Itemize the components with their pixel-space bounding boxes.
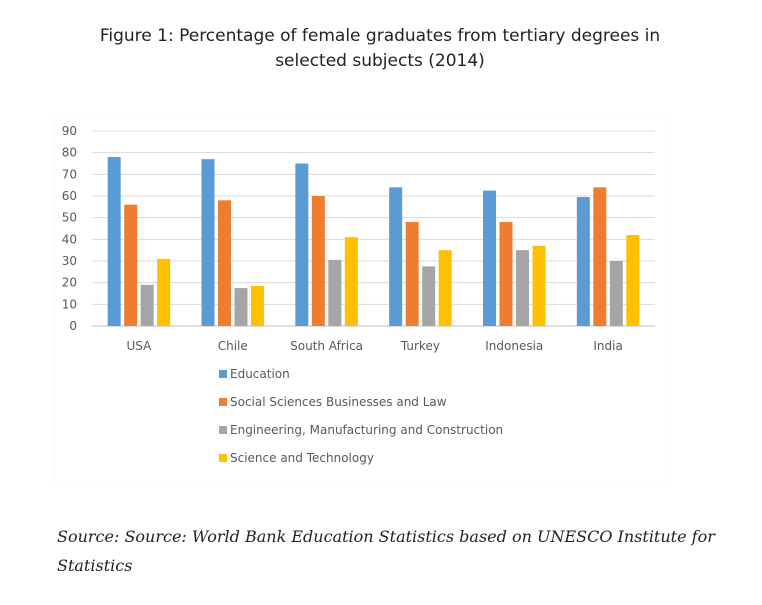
bar-engineering-manufacturing-and-construction-usa — [140, 284, 154, 326]
chart-title: Figure 1: Percentage of female graduates… — [60, 24, 700, 74]
legend-label: Social Sciences Businesses and Law — [230, 395, 447, 409]
chart-area: 0 10 20 30 40 50 60 70 80 90 USA Chile South Africa T… — [55, 113, 666, 483]
legend-swatch — [219, 454, 227, 462]
bar-education-south-africa — [295, 163, 309, 326]
legend-label: Engineering, Manufacturing and Construct… — [230, 423, 503, 437]
bar-science-and-technology-turkey — [438, 250, 452, 326]
y-tick-label: 90 — [62, 124, 77, 138]
legend-swatch — [219, 370, 227, 378]
bar-engineering-manufacturing-and-construction-india — [609, 261, 623, 326]
legend-label: Science and Technology — [230, 451, 374, 465]
bar-science-and-technology-south-africa — [344, 237, 358, 326]
bar-engineering-manufacturing-and-construction-south-africa — [328, 259, 342, 326]
bar-science-and-technology-chile — [251, 285, 264, 326]
x-tick-label: Turkey — [400, 339, 440, 353]
x-tick-label: USA — [126, 339, 152, 353]
bar-engineering-manufacturing-and-construction-turkey — [422, 266, 436, 326]
bar-education-chile — [201, 159, 215, 326]
y-tick-label: 10 — [62, 297, 77, 311]
bar-chart: 0 10 20 30 40 50 60 70 80 90 USA Chile South Africa T… — [62, 124, 655, 465]
y-tick-label: 80 — [62, 146, 77, 160]
x-tick-label: Indonesia — [485, 339, 543, 353]
bar-social-sciences-businesses-and-law-turkey — [405, 222, 419, 326]
bar-social-sciences-businesses-and-law-chile — [218, 200, 231, 326]
bar-engineering-manufacturing-and-construction-indonesia — [516, 250, 529, 326]
bar-engineering-manufacturing-and-construction-chile — [234, 288, 248, 326]
y-tick-label: 0 — [69, 319, 77, 333]
bar-science-and-technology-india — [626, 235, 640, 326]
y-tick-label: 30 — [62, 254, 77, 268]
legend-swatch — [219, 426, 227, 434]
x-tick-label: India — [593, 339, 622, 353]
title-line-1: Figure 1: Percentage of female graduates… — [99, 26, 661, 46]
x-tick-label: Chile — [218, 339, 248, 353]
legend-label: Education — [230, 367, 290, 381]
y-tick-label: 40 — [62, 232, 77, 246]
bar-education-indonesia — [483, 190, 496, 326]
source-note: Source: Source: World Bank Education Sta… — [57, 527, 715, 575]
bar-social-sciences-businesses-and-law-indonesia — [499, 222, 513, 326]
x-tick-label: South Africa — [290, 339, 363, 353]
bar-social-sciences-businesses-and-law-usa — [124, 204, 138, 326]
bar-science-and-technology-indonesia — [532, 245, 546, 326]
bar-science-and-technology-usa — [157, 258, 171, 326]
y-tick-label: 20 — [62, 276, 77, 290]
bar-education-india — [576, 197, 590, 326]
y-tick-label: 70 — [62, 167, 77, 181]
bar-social-sciences-businesses-and-law-south-africa — [311, 196, 325, 326]
bar-education-usa — [107, 157, 121, 326]
bar-education-turkey — [389, 187, 403, 326]
title-line-2: selected subjects (2014) — [275, 51, 485, 71]
bar-social-sciences-businesses-and-law-india — [593, 187, 607, 326]
legend-swatch — [219, 398, 227, 406]
y-tick-label: 60 — [62, 189, 77, 203]
y-tick-label: 50 — [62, 211, 77, 225]
